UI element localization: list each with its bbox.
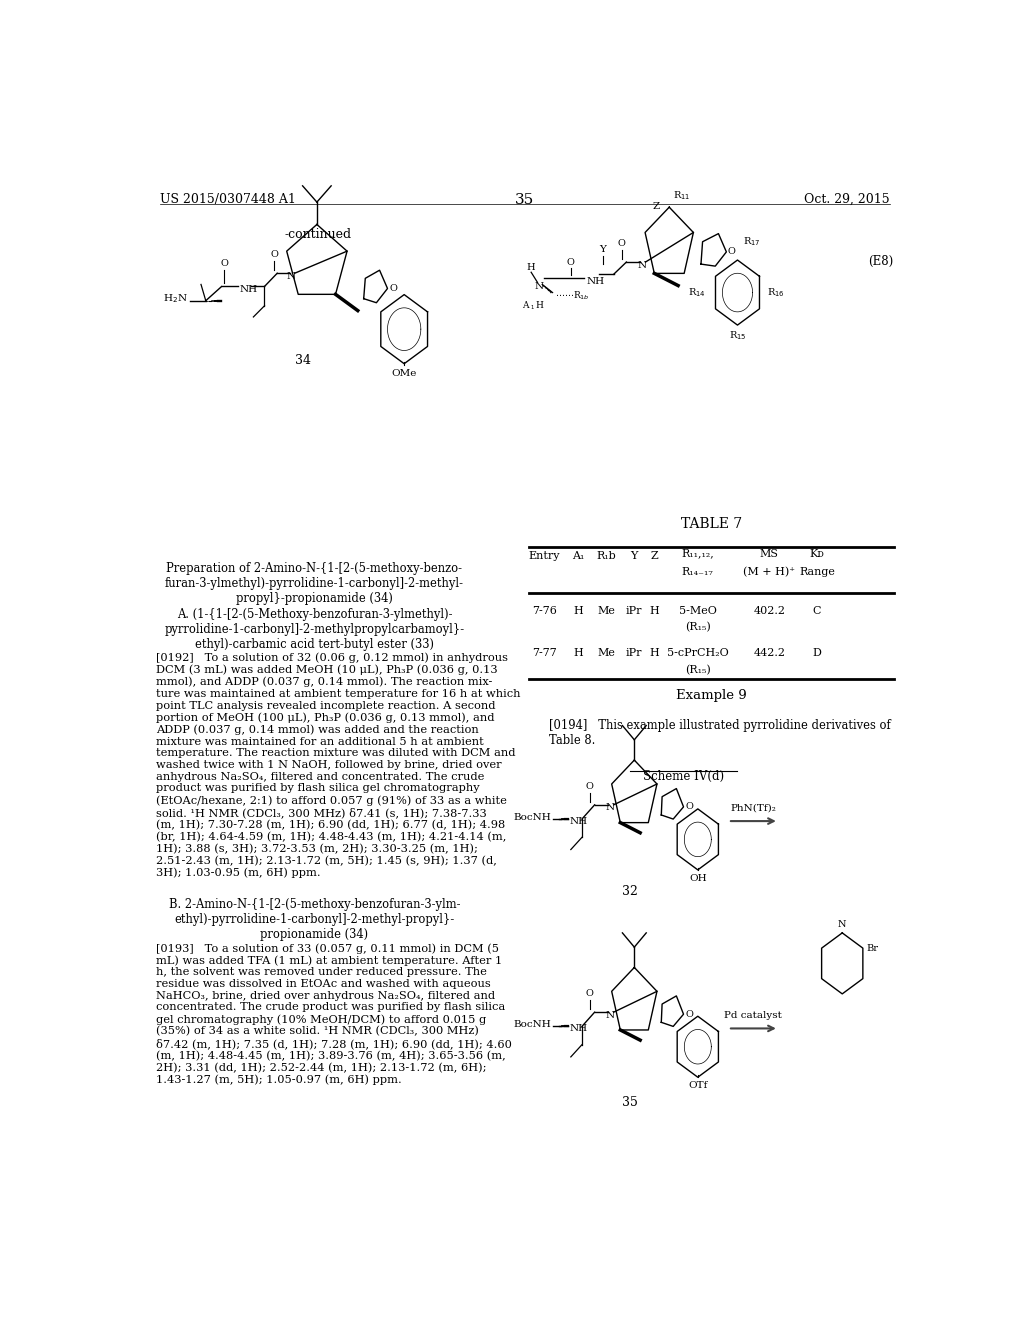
Text: O: O	[390, 284, 397, 293]
Text: O: O	[567, 259, 574, 267]
Text: Y: Y	[631, 550, 638, 561]
Text: Range: Range	[799, 568, 835, 577]
Text: R₁₄₋₁₇: R₁₄₋₁₇	[682, 568, 714, 577]
Text: O: O	[686, 803, 694, 812]
Text: 442.2: 442.2	[754, 648, 785, 659]
Text: N: N	[606, 804, 615, 812]
Text: R$_{11}$: R$_{11}$	[673, 189, 690, 202]
Text: (M + H)⁺: (M + H)⁺	[743, 568, 796, 577]
Text: Z: Z	[652, 202, 659, 211]
Text: 34: 34	[295, 354, 310, 367]
Text: MS: MS	[760, 549, 778, 558]
Text: Preparation of 2-Amino-N-{1-[2-(5-methoxy-benzo-
furan-3-ylmethyl)-pyrrolidine-1: Preparation of 2-Amino-N-{1-[2-(5-methox…	[165, 562, 464, 605]
Text: iPr: iPr	[626, 648, 643, 659]
Text: N: N	[535, 282, 544, 290]
Text: H$_2$N: H$_2$N	[163, 292, 187, 305]
Text: NH: NH	[569, 817, 588, 825]
Text: C: C	[813, 606, 821, 615]
Text: Pd catalyst: Pd catalyst	[724, 1011, 782, 1020]
Text: PhN(Tf)₂: PhN(Tf)₂	[730, 804, 776, 813]
Text: O: O	[586, 781, 594, 791]
Text: 7-76: 7-76	[532, 606, 557, 615]
Text: 5-cPrCH₂O: 5-cPrCH₂O	[667, 648, 729, 659]
Text: H: H	[573, 648, 583, 659]
Text: Y: Y	[599, 246, 606, 253]
Text: H: H	[649, 648, 659, 659]
Text: 35: 35	[515, 193, 535, 207]
Text: (E8): (E8)	[868, 255, 894, 268]
Text: $\cdots\cdots$R$_{1b}$: $\cdots\cdots$R$_{1b}$	[555, 289, 590, 302]
Text: Scheme IV(d): Scheme IV(d)	[643, 771, 724, 783]
Text: OTf: OTf	[688, 1081, 708, 1090]
Text: R₁b: R₁b	[597, 550, 616, 561]
Text: iPr: iPr	[626, 606, 643, 615]
Text: OMe: OMe	[391, 368, 417, 378]
Text: Br: Br	[867, 944, 879, 953]
Text: US 2015/0307448 A1: US 2015/0307448 A1	[160, 193, 296, 206]
Text: [0194]   This example illustrated pyrrolidine derivatives of
Table 8.: [0194] This example illustrated pyrrolid…	[549, 719, 890, 747]
Text: OH: OH	[689, 874, 707, 883]
Text: N: N	[638, 260, 647, 269]
Text: O: O	[586, 989, 594, 998]
Text: 35: 35	[622, 1096, 638, 1109]
Text: $_1$: $_1$	[529, 302, 535, 312]
Text: NH: NH	[569, 1024, 588, 1034]
Text: 5-MeO: 5-MeO	[679, 606, 717, 615]
Text: 402.2: 402.2	[754, 606, 785, 615]
Text: R$_{17}$: R$_{17}$	[743, 235, 761, 248]
Text: NH: NH	[587, 277, 605, 286]
Text: Z: Z	[650, 550, 658, 561]
Text: Kᴅ: Kᴅ	[809, 549, 824, 558]
Text: Me: Me	[598, 648, 615, 659]
Text: Example 9: Example 9	[676, 689, 746, 702]
Text: H: H	[536, 301, 543, 310]
Text: H: H	[526, 263, 536, 272]
Text: Entry: Entry	[528, 550, 560, 561]
Text: (R₁₅): (R₁₅)	[685, 664, 711, 675]
Text: 7-77: 7-77	[532, 648, 557, 659]
Text: D: D	[812, 648, 821, 659]
Text: (R₁₅): (R₁₅)	[685, 622, 711, 632]
Text: NH: NH	[240, 285, 257, 294]
Text: [0192]   To a solution of 32 (0.06 g, 0.12 mmol) in anhydrous
DCM (3 mL) was add: [0192] To a solution of 32 (0.06 g, 0.12…	[156, 652, 520, 878]
Text: BocNH: BocNH	[513, 813, 551, 821]
Text: O: O	[270, 249, 278, 259]
Text: N: N	[287, 272, 296, 281]
Text: O: O	[617, 239, 626, 248]
Text: O: O	[728, 247, 736, 256]
Text: N: N	[838, 920, 847, 929]
Text: B. 2-Amino-N-{1-[2-(5-methoxy-benzofuran-3-ylm-
ethyl)-pyrrolidine-1-carbonyl]-2: B. 2-Amino-N-{1-[2-(5-methoxy-benzofuran…	[169, 899, 460, 941]
Text: O: O	[686, 1010, 694, 1019]
Text: [0193]   To a solution of 33 (0.057 g, 0.11 mmol) in DCM (5
mL) was added TFA (1: [0193] To a solution of 33 (0.057 g, 0.1…	[156, 942, 512, 1085]
Text: 32: 32	[622, 886, 638, 898]
Text: TABLE 7: TABLE 7	[681, 517, 742, 532]
Text: Oct. 29, 2015: Oct. 29, 2015	[804, 193, 890, 206]
Text: -continued: -continued	[285, 227, 352, 240]
Text: A₁: A₁	[571, 550, 584, 561]
Text: BocNH: BocNH	[513, 1020, 551, 1028]
Text: A. (1-{1-[2-(5-Methoxy-benzofuran-3-ylmethyl)-
pyrrolidine-1-carbonyl]-2-methylp: A. (1-{1-[2-(5-Methoxy-benzofuran-3-ylme…	[165, 607, 465, 651]
Text: H: H	[573, 606, 583, 615]
Text: N: N	[606, 1011, 615, 1020]
Text: A: A	[522, 301, 528, 310]
Text: H: H	[649, 606, 659, 615]
Text: O: O	[220, 259, 228, 268]
Text: Me: Me	[598, 606, 615, 615]
Text: R$_{15}$: R$_{15}$	[729, 329, 746, 342]
Text: R$_{16}$: R$_{16}$	[767, 286, 784, 298]
Text: R₁₁,₁₂,: R₁₁,₁₂,	[681, 549, 714, 558]
Text: R$_{14}$: R$_{14}$	[688, 286, 706, 298]
